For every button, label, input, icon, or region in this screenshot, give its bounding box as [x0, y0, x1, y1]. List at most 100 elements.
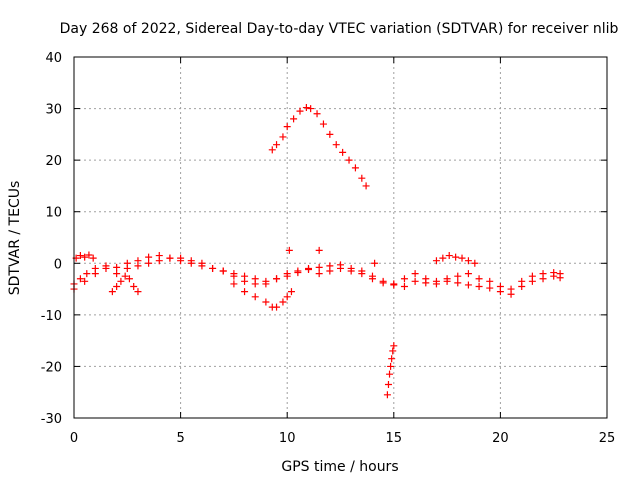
data-point [379, 277, 387, 285]
data-point [362, 182, 370, 190]
data-point [145, 253, 153, 261]
data-point [390, 342, 398, 350]
data-point [91, 270, 99, 278]
data-point [121, 272, 129, 280]
data-point [262, 298, 270, 306]
data-point [273, 303, 281, 311]
data-point [475, 282, 483, 290]
data-point [251, 280, 259, 288]
data-point [268, 146, 276, 154]
data-point [326, 130, 334, 138]
x-tick-labels: 0 5 10 15 20 25 [70, 431, 615, 446]
y-tick-label: -10 [41, 309, 62, 324]
data-point [528, 277, 536, 285]
data-point [125, 275, 133, 283]
data-point [313, 110, 321, 118]
data-point [123, 264, 131, 272]
y-tick-label: 10 [45, 206, 62, 221]
data-point [273, 275, 281, 283]
data-point [117, 277, 125, 285]
data-point [471, 259, 479, 267]
data-point [305, 264, 313, 272]
data-point [496, 288, 504, 296]
data-point [241, 288, 249, 296]
data-point [283, 293, 291, 301]
data-point [241, 277, 249, 285]
data-point [388, 355, 396, 363]
x-tick-label: 5 [176, 431, 184, 446]
data-point [290, 115, 298, 123]
data-point [337, 261, 344, 269]
data-point [287, 288, 295, 296]
data-point [332, 141, 340, 149]
data-point [443, 277, 451, 285]
x-tick-label: 0 [70, 431, 78, 446]
data-point [475, 275, 483, 283]
data-point [358, 267, 366, 275]
data-point [400, 275, 408, 283]
data-point [486, 277, 494, 285]
y-tick-label: -20 [41, 360, 62, 375]
data-point [464, 270, 472, 278]
data-point [387, 362, 395, 370]
plot-frame [73, 56, 608, 419]
data-point [411, 270, 419, 278]
data-point [326, 262, 334, 270]
data-point [454, 272, 462, 280]
data-point [315, 263, 323, 271]
data-point [262, 280, 270, 288]
data-point [302, 104, 310, 112]
data-point [452, 253, 460, 261]
data-point [76, 252, 84, 260]
data-point [285, 246, 293, 254]
y-tick-label: 30 [45, 103, 62, 118]
data-point [550, 272, 558, 280]
data-point [464, 257, 472, 265]
y-tick-labels: -30 -20 -10 0 10 20 30 40 [41, 51, 62, 427]
data-point [81, 277, 89, 285]
y-tick-label: 0 [54, 257, 62, 272]
data-point [187, 259, 195, 267]
data-point [439, 254, 447, 262]
data-point [108, 288, 116, 296]
y-tick-label: 40 [45, 51, 62, 66]
data-point [518, 282, 526, 290]
data-point [219, 267, 227, 275]
data-point [76, 275, 84, 283]
data-point [296, 107, 304, 115]
data-point [411, 277, 419, 285]
data-point [368, 272, 376, 280]
data-point [464, 281, 472, 289]
data-point [389, 347, 397, 355]
data-point [230, 272, 238, 280]
data-point [315, 246, 323, 254]
data-point [283, 270, 291, 278]
data-point [209, 264, 217, 272]
data-point [371, 259, 379, 267]
data-point [134, 288, 142, 296]
data-point [556, 274, 564, 282]
data-point [339, 148, 347, 156]
data-point [432, 257, 440, 265]
data-point [383, 391, 391, 399]
x-tick-label: 15 [386, 431, 403, 446]
x-axis-label: GPS time / hours [281, 459, 398, 475]
data-point [319, 120, 327, 128]
data-point [422, 279, 430, 287]
data-point [432, 280, 440, 288]
data-point [177, 257, 185, 265]
x-tick-label: 20 [492, 431, 509, 446]
data-point [113, 263, 121, 271]
y-tick-label: 20 [45, 154, 62, 169]
data-point [113, 282, 121, 290]
data-point [85, 251, 93, 259]
data-point [347, 264, 355, 272]
data-point [198, 262, 206, 270]
data-point [279, 133, 287, 141]
chart-title: Day 268 of 2022, Sidereal Day-to-day VTE… [60, 21, 619, 37]
x-tick-label: 25 [599, 431, 616, 446]
data-point [539, 275, 547, 283]
data-point [283, 123, 291, 131]
data-point [273, 141, 281, 149]
